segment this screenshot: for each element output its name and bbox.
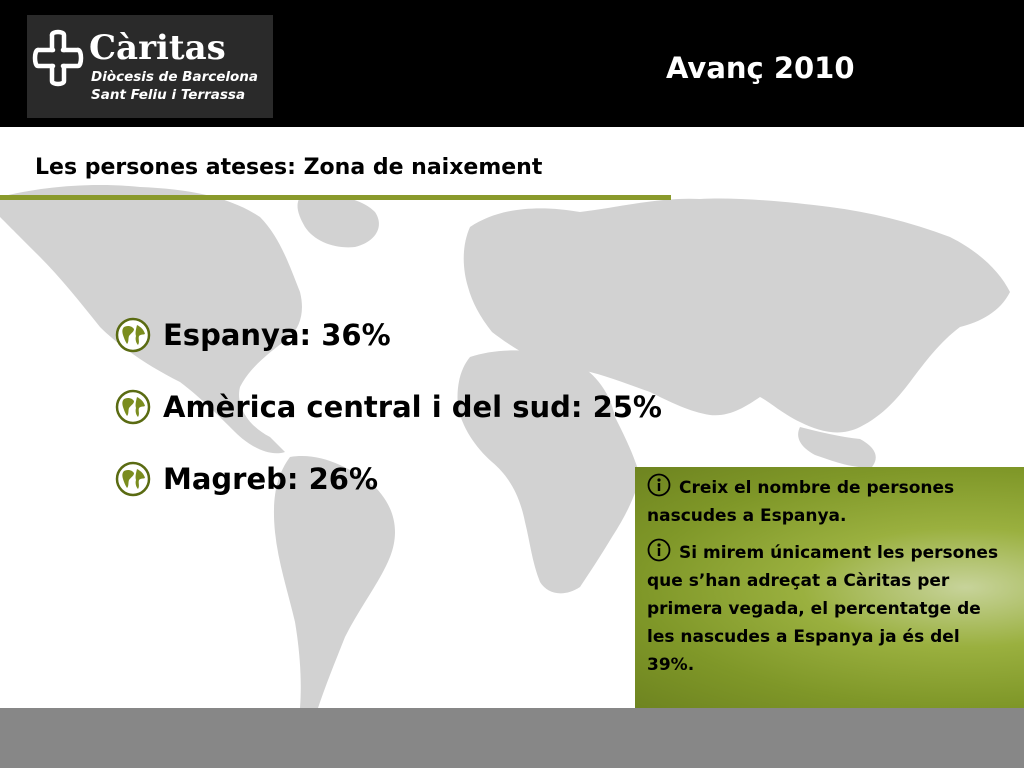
list-item: Magreb: 26% xyxy=(115,456,662,502)
info-box: Creix el nombre de persones nascudes a E… xyxy=(635,467,1024,708)
world-map-background xyxy=(0,185,1010,708)
info-text: Si mirem únicament les persones que s’ha… xyxy=(647,543,999,675)
footer-bar xyxy=(0,708,1024,768)
section-subtitle: Les persones ateses: Zona de naixement xyxy=(35,155,543,180)
page-title: Avanç 2010 xyxy=(666,51,855,85)
info-text: Creix el nombre de persones nascudes a E… xyxy=(647,478,955,526)
info-paragraph: Creix el nombre de persones nascudes a E… xyxy=(647,473,1012,530)
bullet-text: Espanya: 36% xyxy=(163,318,391,352)
bullet-text: Magreb: 26% xyxy=(163,462,379,496)
logo-line-1: Diòcesis de Barcelona xyxy=(91,69,259,85)
logo-name: Càritas xyxy=(89,28,226,68)
list-item: Espanya: 36% xyxy=(115,312,662,358)
cross-logo-icon xyxy=(32,29,84,87)
statistics-list: Espanya: 36% Amèrica central i del sud: … xyxy=(115,312,662,528)
bullet-text: Amèrica central i del sud: 25% xyxy=(163,390,662,424)
info-icon xyxy=(647,538,671,562)
globe-icon xyxy=(115,389,151,425)
list-item: Amèrica central i del sud: 25% xyxy=(115,384,662,430)
globe-icon xyxy=(115,461,151,497)
subtitle-underline xyxy=(0,195,671,200)
caritas-logo: Càritas Diòcesis de Barcelona Sant Feliu… xyxy=(27,15,273,118)
header-bar: Càritas Diòcesis de Barcelona Sant Feliu… xyxy=(0,0,1024,127)
info-paragraph: Si mirem únicament les persones que s’ha… xyxy=(647,538,1012,679)
info-icon xyxy=(647,473,671,497)
logo-line-2: Sant Feliu i Terrassa xyxy=(91,87,246,103)
globe-icon xyxy=(115,317,151,353)
